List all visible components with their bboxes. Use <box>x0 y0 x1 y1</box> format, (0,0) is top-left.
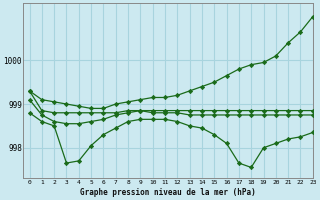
X-axis label: Graphe pression niveau de la mer (hPa): Graphe pression niveau de la mer (hPa) <box>80 188 256 197</box>
